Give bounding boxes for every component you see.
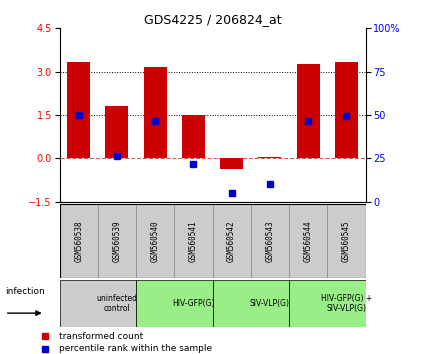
Text: SIV-VLP(G): SIV-VLP(G): [250, 299, 290, 308]
Bar: [182, 115, 205, 159]
Bar: [297, 64, 320, 159]
Bar: [289, 204, 327, 278]
Bar: [67, 62, 90, 159]
Bar: [212, 280, 289, 327]
Text: GSM560539: GSM560539: [112, 220, 122, 262]
Text: percentile rank within the sample: percentile rank within the sample: [59, 344, 212, 353]
Bar: [258, 157, 281, 159]
Bar: [220, 159, 243, 169]
Title: GDS4225 / 206824_at: GDS4225 / 206824_at: [144, 13, 281, 26]
Text: GSM560538: GSM560538: [74, 220, 83, 262]
Text: GSM560543: GSM560543: [265, 220, 275, 262]
Text: HIV-GFP(G) +
SIV-VLP(G): HIV-GFP(G) + SIV-VLP(G): [321, 294, 372, 313]
Bar: [144, 67, 167, 159]
Bar: [335, 62, 358, 159]
Bar: [136, 204, 174, 278]
Bar: [98, 204, 136, 278]
Text: GSM560540: GSM560540: [150, 220, 160, 262]
Text: transformed count: transformed count: [59, 332, 143, 341]
Bar: [60, 280, 136, 327]
Bar: [289, 280, 366, 327]
Text: GSM560542: GSM560542: [227, 220, 236, 262]
Bar: [60, 204, 98, 278]
Bar: [212, 204, 251, 278]
Text: uninfected
control: uninfected control: [96, 294, 137, 313]
Bar: [174, 204, 212, 278]
Text: infection: infection: [5, 287, 45, 296]
Bar: [251, 204, 289, 278]
Text: GSM560541: GSM560541: [189, 220, 198, 262]
Bar: [136, 280, 212, 327]
Text: HIV-GFP(G): HIV-GFP(G): [172, 299, 215, 308]
Text: GSM560545: GSM560545: [342, 220, 351, 262]
Bar: [105, 106, 128, 159]
Text: GSM560544: GSM560544: [303, 220, 313, 262]
Bar: [327, 204, 366, 278]
